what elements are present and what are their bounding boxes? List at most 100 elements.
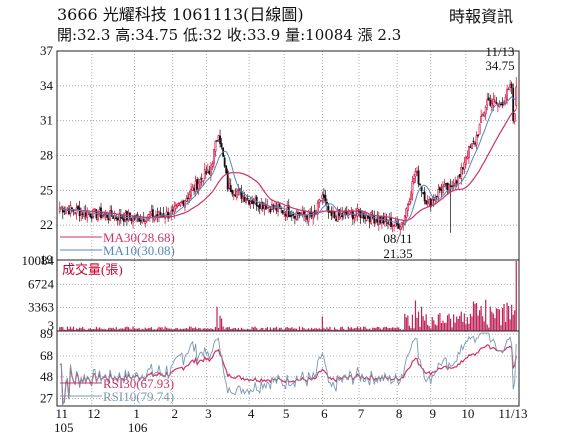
volume-bar [275,326,278,331]
candle [448,184,450,193]
volume-bar [251,326,253,331]
volume-bar [294,328,296,331]
candle [211,163,214,167]
volume-bar [69,326,72,331]
candle [226,170,229,190]
candle [225,165,228,174]
candle [228,183,231,189]
volume-bar [333,327,336,331]
volume-bar [231,328,233,331]
volume-bar [456,316,458,331]
volume-bar [217,327,220,331]
candle [329,211,331,213]
volume-bar [347,326,349,331]
candle [173,206,176,213]
x-tick-label: 5 [283,406,290,421]
volume-bar [214,326,217,331]
volume-bar [62,327,64,331]
volume-bar [237,328,239,331]
volume-bar [337,329,339,331]
candle [515,86,518,106]
volume-bar [413,328,415,331]
candle [471,143,473,150]
volume-bar [307,328,310,331]
volume-bar [289,328,291,331]
volume-bar [323,327,325,331]
candle [361,212,363,219]
candle [232,194,235,197]
candle [177,203,180,206]
candle [248,200,250,205]
volume-bar [338,329,340,331]
candle [365,215,368,221]
price-tick-label: 22 [40,217,53,232]
volume-bar [474,303,476,331]
volume-bar [137,328,139,331]
candle [174,205,177,209]
candle [180,201,183,204]
volume-bar [268,329,270,331]
candle [408,201,411,205]
volume-bar [179,328,181,331]
volume-bar [234,327,236,331]
volume-bar [491,311,493,331]
volume-bar [512,314,514,331]
volume-bar [112,327,114,331]
volume-bar [201,329,203,331]
candle [431,199,434,206]
price-panel [58,77,518,236]
low-date-label: 08/11 [383,231,412,246]
x-tick-label: 7 [358,406,365,421]
candle [284,213,287,217]
volume-bar [59,327,61,331]
volume-bar [384,326,386,331]
volume-bar [427,324,429,331]
volume-bar [297,329,299,331]
source-label: 時報資訊 [449,7,514,26]
candle [246,198,249,200]
volume-bar [320,329,322,331]
rsi-tick-label: 68 [40,348,53,363]
candle [97,214,99,221]
candle [258,203,261,209]
volume-bar [211,328,214,331]
candle [429,198,432,208]
volume-bar [514,310,516,331]
candle [179,202,182,206]
candle [138,217,141,222]
candle [409,194,412,200]
x-tick-label: 10 [461,406,474,421]
volume-bar [465,324,467,331]
candle [463,162,466,171]
volume-bar [141,328,143,331]
candle [196,179,199,190]
volume-bar [420,306,423,331]
candle [144,221,147,224]
volume-bar [207,328,209,331]
candle [379,216,382,224]
candle [182,200,185,206]
volume-bar [381,329,383,331]
candle [277,204,279,212]
candle [93,208,96,212]
candle [257,205,260,207]
volume-bar [361,329,363,331]
candle [124,212,127,221]
candle [269,208,272,213]
candle [483,112,486,117]
volume-bar [459,315,461,331]
volume-bar [439,312,441,331]
candle [77,205,79,210]
volume-bar [301,327,304,331]
volume-bar [155,329,157,331]
candle [432,199,435,201]
candle [200,178,203,180]
candle [153,216,156,221]
candle [155,215,157,217]
volume-bar [225,327,227,331]
volume-bar [492,313,494,331]
volume-bar [75,328,78,331]
volume-bar [71,328,73,331]
candle [336,211,339,222]
